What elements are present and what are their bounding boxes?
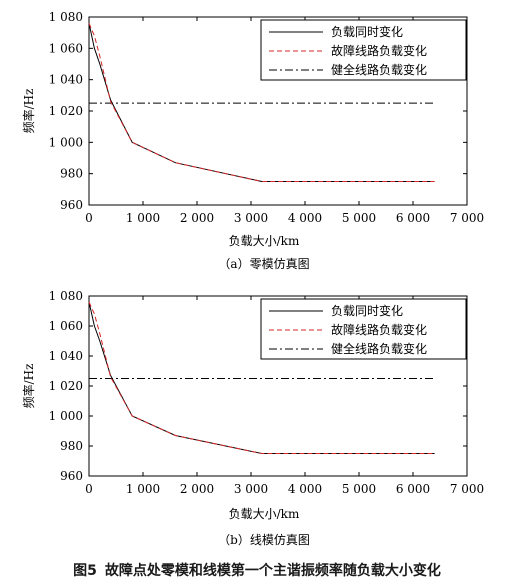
y-tick-label: 1 080 bbox=[49, 10, 83, 24]
x-tick-label: 7 000 bbox=[450, 211, 484, 225]
x-tick-label: 4 000 bbox=[288, 482, 322, 496]
x-axis-label: 负载大小/km bbox=[229, 507, 300, 521]
chart-1: 0 1 000 2 000 3 000 4 000 5 000 6 000 7 000 960 9… bbox=[21, 289, 484, 547]
legend-label-0: 负载同时变化 bbox=[331, 303, 403, 318]
y-axis-label: 频率/Hz bbox=[21, 89, 36, 134]
x-tick-label: 5 000 bbox=[342, 482, 376, 496]
y-tick-label: 1 080 bbox=[49, 289, 83, 303]
y-tick-label: 1 000 bbox=[49, 135, 83, 149]
x-tick-label: 1 000 bbox=[126, 211, 160, 225]
x-tick-label: 4 000 bbox=[288, 211, 322, 225]
x-tick-label: 2 000 bbox=[180, 211, 214, 225]
legend-label-0: 负载同时变化 bbox=[331, 24, 403, 39]
legend-label-1: 故障线路负载变化 bbox=[331, 43, 427, 58]
x-tick-label: 5 000 bbox=[342, 211, 376, 225]
y-tick-label: 1 020 bbox=[49, 379, 83, 393]
sub-caption: （a）零模仿真图 bbox=[218, 257, 309, 271]
y-tick-label: 1 000 bbox=[49, 409, 83, 423]
legend-label-1: 故障线路负载变化 bbox=[331, 322, 427, 337]
figure-title: 故障点处零模和线模第一个主谐振频率随负载大小变化 bbox=[104, 563, 441, 579]
x-tick-label: 3 000 bbox=[234, 211, 268, 225]
x-tick-label: 0 bbox=[85, 482, 93, 496]
legend-label-2: 健全线路负载变化 bbox=[331, 62, 427, 77]
figure-caption: 图5 故障点处零模和线模第一个主谐振频率随负载大小变化 bbox=[0, 560, 514, 580]
x-tick-label: 6 000 bbox=[396, 211, 430, 225]
legend-label-2: 健全线路负载变化 bbox=[331, 341, 427, 356]
series-line-1 bbox=[88, 23, 435, 182]
x-tick-label: 1 000 bbox=[126, 482, 160, 496]
legend-box bbox=[260, 298, 467, 360]
figure-number: 图5 bbox=[73, 563, 97, 579]
y-tick-label: 1 040 bbox=[49, 73, 83, 87]
y-tick-label: 1 020 bbox=[49, 104, 83, 118]
legend-box bbox=[260, 19, 467, 81]
x-axis-label: 负载大小/km bbox=[229, 234, 300, 248]
x-tick-label: 7 000 bbox=[450, 482, 484, 496]
y-tick-label: 1 060 bbox=[49, 319, 83, 333]
x-tick-label: 3 000 bbox=[234, 482, 268, 496]
x-tick-label: 6 000 bbox=[396, 482, 430, 496]
x-tick-label: 2 000 bbox=[180, 482, 214, 496]
y-tick-label: 980 bbox=[60, 439, 83, 453]
y-tick-label: 960 bbox=[60, 469, 83, 483]
y-tick-label: 960 bbox=[60, 198, 83, 212]
y-tick-label: 1 060 bbox=[49, 41, 83, 55]
sub-caption: （b）线模仿真图 bbox=[218, 533, 310, 547]
x-tick-label: 0 bbox=[85, 211, 93, 225]
y-tick-label: 980 bbox=[60, 167, 83, 181]
y-tick-label: 1 040 bbox=[49, 349, 83, 363]
y-axis-label: 频率/Hz bbox=[21, 364, 36, 409]
series-line-1 bbox=[88, 301, 435, 454]
chart-0: 0 1 000 2 000 3 000 4 000 5 000 6 000 7 000 960 9… bbox=[21, 10, 484, 271]
